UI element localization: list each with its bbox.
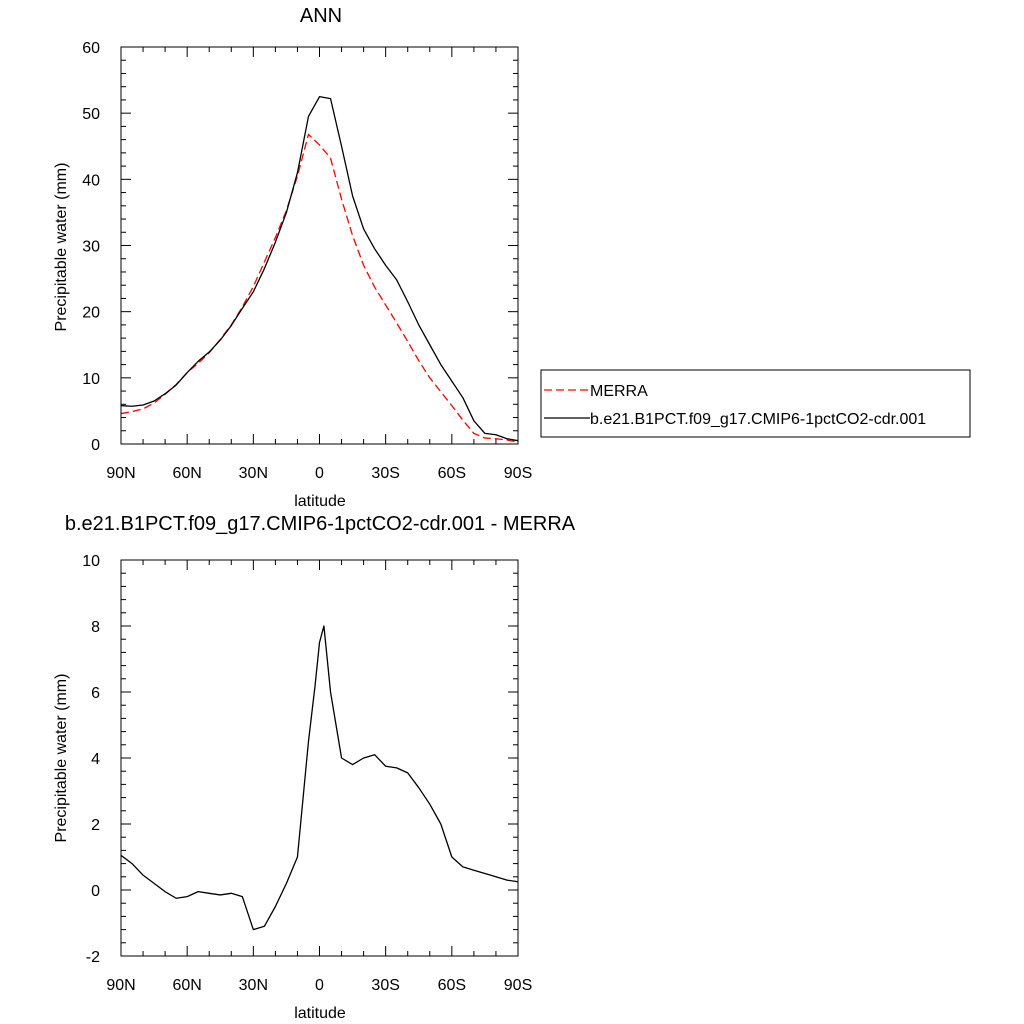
x-tick-label: 60N — [172, 465, 201, 482]
y-tick-label: 40 — [82, 172, 100, 189]
x-tick-label: 60N — [172, 977, 201, 994]
legend-label-merra: MERRA — [590, 383, 648, 400]
y-tick-label: 2 — [91, 817, 100, 834]
tick-marks — [120, 559, 519, 957]
chart-panel-difference: b.e21.B1PCT.f09_g17.CMIP6-1pctCO2-cdr.00… — [53, 513, 576, 1022]
y-tick-label: 30 — [82, 239, 100, 256]
legend-box — [540, 369, 971, 438]
y-tick-label: 8 — [91, 619, 100, 636]
x-tick-label: 90N — [106, 465, 135, 482]
y-axis-label: Precipitable water (mm) — [53, 163, 70, 332]
x-tick-label: 30N — [239, 465, 268, 482]
legend-label-model: b.e21.B1PCT.f09_g17.CMIP6-1pctCO2-cdr.00… — [590, 411, 926, 428]
series-line-merra — [120, 133, 519, 443]
chart-panel-annual: ANN 90N 60N 30N 0 30S 60S 90S 0 10 20 30 40 50 60 lat… — [53, 5, 971, 510]
x-tick-label: 60S — [438, 977, 466, 994]
y-axis-label: Precipitable water (mm) — [53, 674, 70, 843]
plot-frame — [120, 559, 519, 957]
y-tick-label: 60 — [82, 40, 100, 57]
y-tick-label: 10 — [82, 371, 100, 388]
x-tick-label: 0 — [315, 977, 324, 994]
y-tick-label: 0 — [91, 883, 100, 900]
x-tick-label: 30S — [371, 977, 399, 994]
x-tick-label: 0 — [315, 465, 324, 482]
series-line-model — [120, 95, 519, 442]
chart-title: b.e21.B1PCT.f09_g17.CMIP6-1pctCO2-cdr.00… — [65, 513, 576, 535]
x-tick-label: 90N — [106, 977, 135, 994]
y-tick-label: 20 — [82, 305, 100, 322]
y-tick-label: 50 — [82, 106, 100, 123]
x-tick-label: 60S — [438, 465, 466, 482]
x-tick-label: 30N — [239, 977, 268, 994]
plot-area — [120, 95, 519, 443]
chart-title: ANN — [300, 5, 342, 27]
y-tick-label: 10 — [82, 553, 100, 570]
y-tick-label: 0 — [91, 437, 100, 454]
tick-labels: 90N 60N 30N 0 30S 60S 90S -2 0 2 4 6 8 10 — [82, 553, 532, 994]
x-axis-label: latitude — [294, 1005, 346, 1022]
x-tick-label: 30S — [371, 465, 399, 482]
legend: MERRA b.e21.B1PCT.f09_g17.CMIP6-1pctCO2-… — [540, 369, 971, 438]
tick-labels: 90N 60N 30N 0 30S 60S 90S 0 10 20 30 40 50 60 — [82, 40, 532, 482]
x-tick-label: 90S — [504, 977, 532, 994]
y-tick-label: 4 — [91, 751, 100, 768]
plot-area — [120, 625, 519, 931]
y-tick-label: 6 — [91, 685, 100, 702]
x-tick-label: 90S — [504, 465, 532, 482]
series-line-difference — [120, 625, 519, 931]
y-tick-label: -2 — [86, 949, 100, 966]
plot-frame — [120, 46, 519, 445]
x-axis-label: latitude — [294, 493, 346, 510]
tick-marks — [120, 46, 519, 445]
